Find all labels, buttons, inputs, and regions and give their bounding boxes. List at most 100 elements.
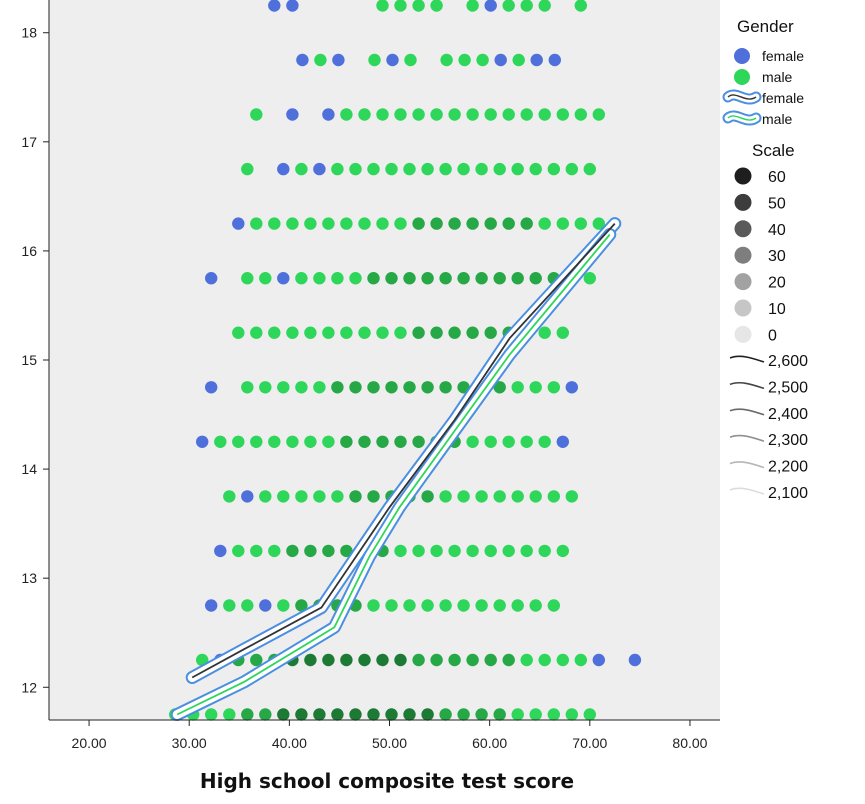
male-point-r10-12 xyxy=(430,544,443,558)
male-point-r5-17 xyxy=(529,272,542,285)
male-point-r12-6 xyxy=(304,653,317,667)
legend-scale-line-2,300 xyxy=(729,434,765,442)
female-point-r1-4 xyxy=(386,53,399,67)
male-point-r9-7 xyxy=(349,490,362,503)
male-point-r2-9 xyxy=(448,108,461,121)
female-point-r1-12 xyxy=(548,53,561,67)
male-point-r3-18 xyxy=(583,162,596,176)
male-point-r3-10 xyxy=(439,162,452,176)
male-point-r4-4 xyxy=(304,217,317,230)
male-point-r3-7 xyxy=(385,162,398,176)
male-point-r11-4 xyxy=(277,599,290,612)
female-point-r11-0 xyxy=(205,599,218,612)
male-point-r7-15 xyxy=(493,381,506,394)
male-point-r9-6 xyxy=(331,490,344,503)
x-tick-label: 20.00 xyxy=(72,735,107,751)
female-point-r12-22 xyxy=(592,653,605,667)
female-point-r9-1 xyxy=(241,490,254,503)
female-point-r8-20 xyxy=(556,435,569,448)
male-point-r7-10 xyxy=(403,381,416,394)
male-point-r8-2 xyxy=(232,435,245,448)
legend-scale-label-20: 20 xyxy=(768,275,786,292)
male-point-r13-5 xyxy=(259,708,272,721)
male-point-r0-6 xyxy=(466,0,479,12)
male-point-r7-18 xyxy=(547,381,560,394)
male-point-r3-14 xyxy=(511,162,524,176)
legend-scale-line-label-2,500: 2,500 xyxy=(768,379,808,396)
male-point-r6-13 xyxy=(466,326,479,339)
male-point-r1-1 xyxy=(314,53,327,67)
male-point-r10-19 xyxy=(556,544,569,558)
male-point-r4-11 xyxy=(430,217,443,230)
male-point-r6-6 xyxy=(340,326,353,339)
legend-scale-line-label-2,100: 2,100 xyxy=(768,485,808,502)
male-point-r6-9 xyxy=(394,326,407,339)
male-point-r13-15 xyxy=(439,708,452,721)
legend-male-label: male xyxy=(762,111,793,127)
male-point-r2-13 xyxy=(520,108,533,121)
male-point-r6-3 xyxy=(286,326,299,339)
x-tick-label: 60.00 xyxy=(472,735,507,751)
male-point-r13-7 xyxy=(295,708,308,721)
male-point-r13-13 xyxy=(403,708,416,721)
male-point-r0-3 xyxy=(394,0,407,12)
y-tick-label: 14 xyxy=(21,461,37,477)
male-point-r9-14 xyxy=(475,490,488,503)
male-point-r1-6 xyxy=(440,53,453,67)
male-point-r6-14 xyxy=(484,326,497,339)
legend-female-label: female xyxy=(762,90,804,106)
male-point-r2-0 xyxy=(250,108,263,121)
male-point-r13-11 xyxy=(367,708,380,721)
legend: Gender female male female male Scale 60 50 40 30 2… xyxy=(722,17,808,502)
fit-lines xyxy=(170,217,622,721)
male-point-r13-18 xyxy=(493,708,506,721)
male-point-r5-7 xyxy=(349,272,362,285)
legend-scale-line-2,200 xyxy=(729,461,765,469)
female-point-r7-0 xyxy=(205,381,218,394)
female-point-r2-1 xyxy=(286,108,299,121)
male-point-r10-10 xyxy=(394,544,407,558)
male-point-r0-11 xyxy=(574,0,587,12)
male-point-r9-15 xyxy=(493,490,506,503)
male-point-r12-16 xyxy=(484,653,497,667)
male-point-r6-17 xyxy=(538,326,551,339)
male-point-r6-7 xyxy=(358,326,371,339)
male-point-r9-5 xyxy=(313,490,326,503)
male-point-r8-11 xyxy=(394,435,407,448)
legend-scale-label-50: 50 xyxy=(768,195,786,212)
female-point-r0-0 xyxy=(268,0,281,12)
male-point-r2-6 xyxy=(394,108,407,121)
male-point-r10-17 xyxy=(520,544,533,558)
male-point-r7-7 xyxy=(349,381,362,394)
male-point-r5-9 xyxy=(385,272,398,285)
male-point-r6-11 xyxy=(430,326,443,339)
male-point-r13-17 xyxy=(475,708,488,721)
legend-scale-dot-0 xyxy=(734,325,752,343)
male-point-r8-4 xyxy=(268,435,281,448)
male-point-r3-0 xyxy=(241,162,254,176)
male-point-r12-19 xyxy=(538,653,551,667)
male-point-r4-1 xyxy=(250,217,263,230)
male-point-r6-5 xyxy=(322,326,335,339)
x-tick-label: 50.00 xyxy=(372,735,407,751)
male-point-r12-13 xyxy=(430,653,443,667)
male-point-r9-12 xyxy=(439,490,452,503)
legend-scale-label-60: 60 xyxy=(768,169,786,186)
male-point-r4-8 xyxy=(376,217,389,230)
male-point-r8-16 xyxy=(484,435,497,448)
male-point-r11-17 xyxy=(511,599,524,612)
male-point-r3-4 xyxy=(331,162,344,176)
legend-scale-dot-50 xyxy=(734,193,752,211)
plot-area xyxy=(49,0,720,720)
male-point-r8-12 xyxy=(412,435,425,448)
male-point-r0-5 xyxy=(430,0,443,12)
male-point-r4-10 xyxy=(412,217,425,230)
legend-scale-dot-10 xyxy=(734,299,752,317)
legend-male-band-line xyxy=(727,115,757,121)
male-point-r2-12 xyxy=(502,108,515,121)
legend-scale-line-label-2,400: 2,400 xyxy=(768,406,808,423)
male-point-r12-20 xyxy=(556,653,569,667)
male-point-r4-14 xyxy=(484,217,497,230)
male-point-r8-15 xyxy=(466,435,479,448)
legend-female-band-line xyxy=(727,94,757,100)
